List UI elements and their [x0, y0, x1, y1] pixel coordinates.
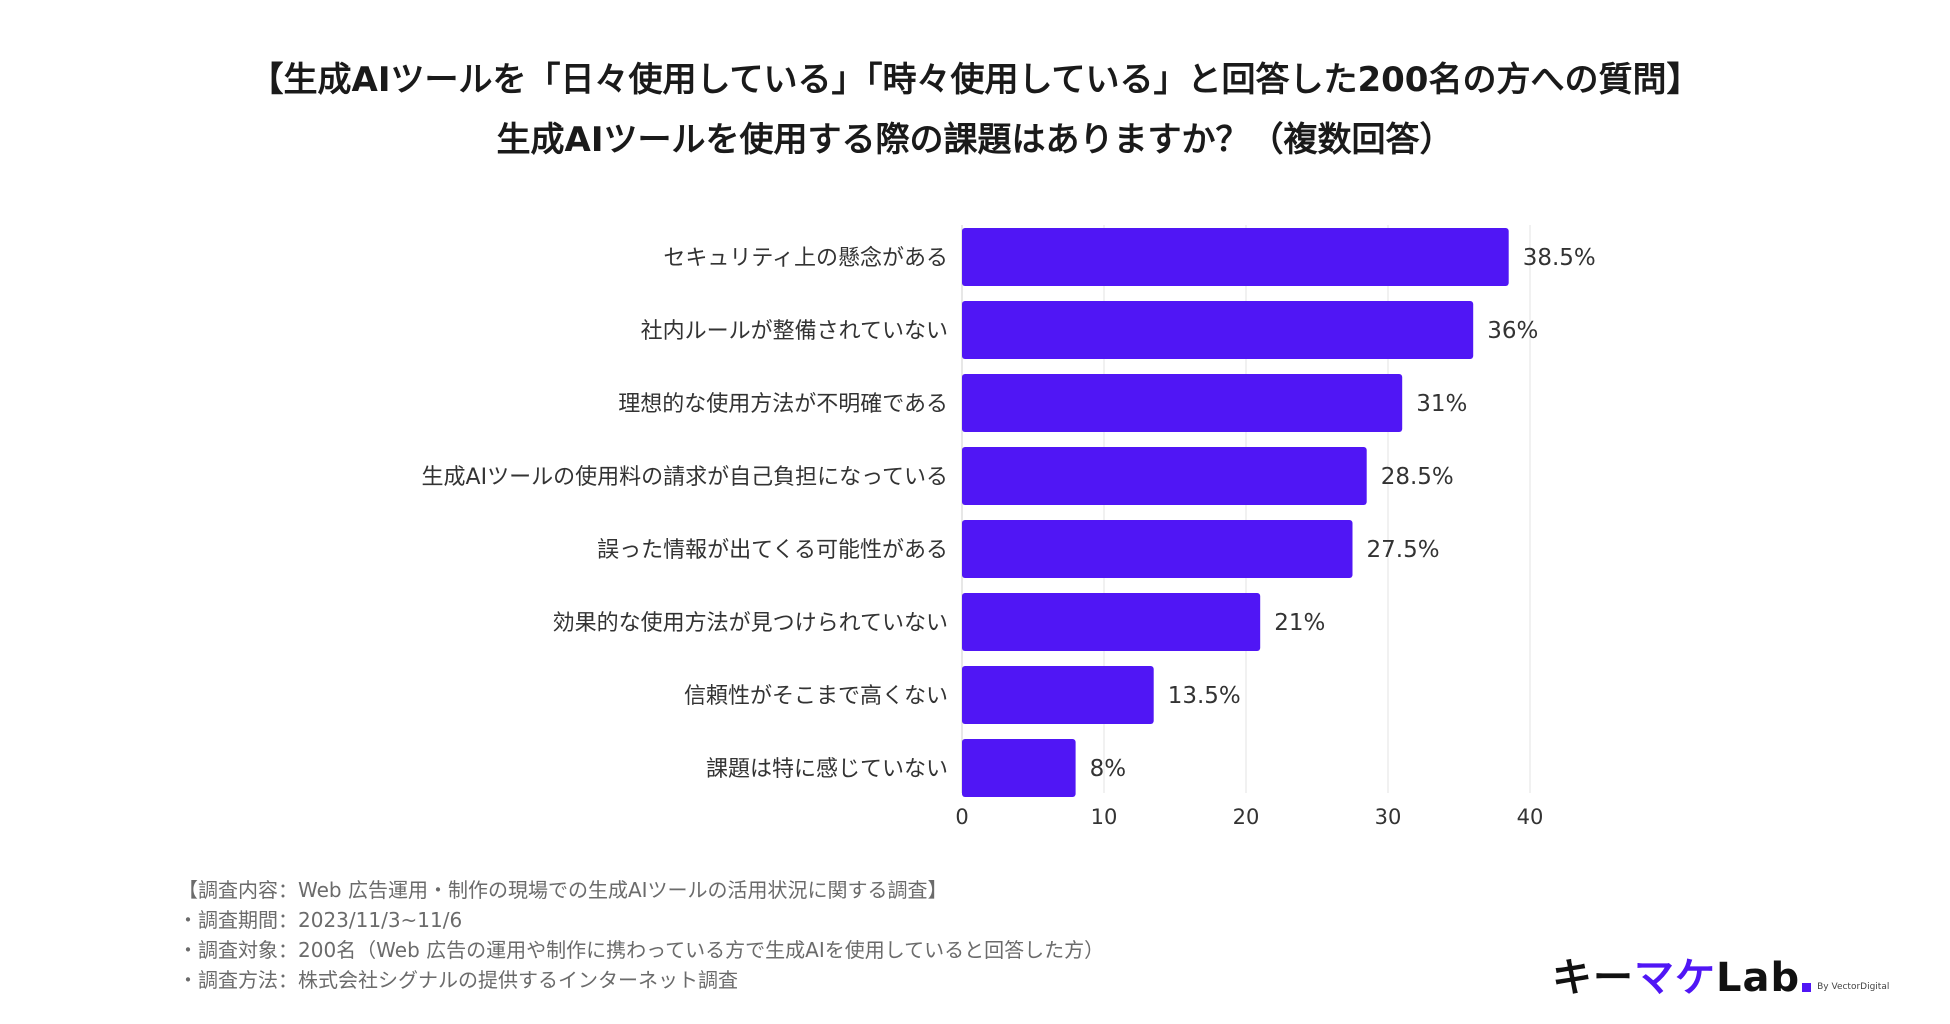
labels: 0 10 20 30 40 セキュリティ上の懸念がある 38.5% 社内ルールが整備されていな… — [422, 245, 1596, 829]
bar-1 — [962, 301, 1474, 359]
x-tick-label-10: 10 — [1091, 805, 1118, 829]
brand-logo: キーマケLab By VectorDigital — [1552, 950, 1889, 1000]
note-survey-period: ・調査期間：2023/11/3~11/6 — [178, 908, 463, 932]
category-label-2: 理想的な使用方法が不明確である — [618, 392, 948, 417]
x-tick-label-0: 0 — [955, 805, 968, 829]
x-tick-label-20: 20 — [1233, 805, 1260, 829]
category-label-5: 効果的な使用方法が見つけられていない — [553, 611, 948, 636]
logo-dot — [1802, 983, 1812, 992]
bar-0 — [962, 228, 1509, 286]
note-survey-content: 【調査内容：Web 広告運用・制作の現場での生成AIツールの活用状況に関する調査… — [178, 878, 948, 902]
note-survey-target: ・調査対象：200名（Web 広告の運用や制作に携わっている方で生成AIを使用し… — [178, 938, 1105, 962]
bar-4 — [962, 520, 1353, 578]
logo-part2: マケ — [1634, 955, 1716, 1001]
logo-part1: キー — [1552, 955, 1634, 1001]
bar-2 — [962, 374, 1403, 432]
logo-part3: Lab — [1716, 955, 1801, 1001]
bar-5 — [962, 593, 1261, 651]
value-label-2: 31% — [1416, 391, 1467, 417]
note-survey-method: ・調査方法：株式会社シグナルの提供するインターネット調査 — [178, 968, 738, 992]
bar-chart: 0 10 20 30 40 セキュリティ上の懸念がある 38.5% 社内ルールが整備されていな… — [422, 225, 1596, 829]
bars — [962, 228, 1509, 797]
value-label-5: 21% — [1274, 610, 1325, 636]
value-label-6: 13.5% — [1168, 683, 1241, 709]
survey-notes: 【調査内容：Web 広告運用・制作の現場での生成AIツールの活用状況に関する調査… — [178, 875, 1104, 995]
value-label-7: 8% — [1090, 756, 1127, 782]
value-label-0: 38.5% — [1523, 245, 1596, 271]
chart-title-line1: 【生成AIツールを「日々使用している」「時々使用している」と回答した200名の方… — [249, 60, 1701, 100]
category-label-4: 誤った情報が出てくる可能性がある — [597, 538, 948, 563]
logo-sub: By VectorDigital — [1817, 982, 1890, 992]
x-tick-label-30: 30 — [1375, 805, 1402, 829]
category-label-0: セキュリティ上の懸念がある — [663, 246, 948, 271]
category-label-3: 生成AIツールの使用料の請求が自己負担になっている — [422, 465, 948, 490]
category-label-1: 社内ルールが整備されていない — [641, 319, 948, 344]
bar-3 — [962, 447, 1367, 505]
bar-6 — [962, 666, 1154, 724]
value-label-3: 28.5% — [1381, 464, 1454, 490]
category-label-7: 課題は特に感じていない — [706, 757, 948, 782]
value-label-1: 36% — [1487, 318, 1538, 344]
category-label-6: 信頼性がそこまで高くない — [684, 684, 948, 709]
value-label-4: 27.5% — [1367, 537, 1440, 563]
x-tick-label-40: 40 — [1517, 805, 1544, 829]
bar-7 — [962, 739, 1076, 797]
chart-title-line2: 生成AIツールを使用する際の課題はありますか？（複数回答） — [496, 120, 1454, 160]
